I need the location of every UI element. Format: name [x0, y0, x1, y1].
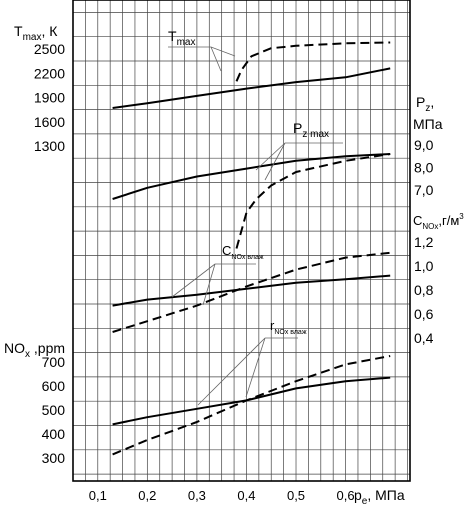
- pz-tick-label: 7,0: [414, 182, 434, 198]
- tmax-leader-line: [168, 46, 236, 57]
- labels: 0,10,20,30,40,50,6pe​, МПа13001600190022…: [4, 23, 464, 507]
- tmax-axis-label: Tmax​, К: [14, 23, 58, 43]
- x-tick-label: 0,4: [237, 488, 255, 503]
- cnox-dashed-line: [112, 251, 391, 333]
- pz-tick-label: 9,0: [414, 137, 434, 153]
- nox-tick-label: 700: [42, 354, 66, 370]
- tmax-solid-line: [112, 67, 391, 109]
- pz-leader-line: [264, 142, 286, 181]
- cnox-tick-label: 1,0: [414, 258, 434, 274]
- nox-dashed-line: [112, 355, 391, 456]
- x-tick-label: 0,5: [287, 488, 305, 503]
- pz-tick-label: 8,0: [414, 160, 434, 176]
- cnox-axis-label: CNOx​,г/м3​: [413, 212, 464, 231]
- cnox-solid-line: [112, 274, 391, 307]
- cnox-tick-label: 0,6: [414, 306, 434, 322]
- cnox-tick-label: 1,2: [414, 234, 434, 250]
- nox-leader-line: [197, 337, 266, 406]
- tmax-tick-label: 2200: [34, 65, 65, 81]
- pz-annotation: Pz max​: [293, 120, 329, 140]
- pz-solid-line: [112, 153, 391, 200]
- tmax-dashed-line: [235, 41, 391, 82]
- pz-axis-label: Pz​,: [416, 94, 434, 114]
- pz-leader-line: [255, 142, 286, 171]
- tmax-annotation: Tmax​: [168, 28, 195, 48]
- nox-leader-line: [245, 337, 266, 398]
- tmax-tick-label: 2500: [34, 41, 65, 57]
- x-tick-label: 0,6: [337, 488, 355, 503]
- cnox-tick-label: 0,8: [414, 282, 434, 298]
- cnox-leader-line: [202, 263, 216, 306]
- grid: [72, 0, 411, 482]
- nox-axis-label: NOx​ ,ppm: [4, 340, 65, 360]
- cnox-annotation: CNOx влаж​: [222, 243, 264, 261]
- tmax-tick-label: 1300: [34, 138, 65, 154]
- x-tick-label: 0,3: [188, 488, 206, 503]
- plot-frame: [72, 0, 411, 482]
- series-lines: [112, 41, 391, 456]
- pz-axis-unit: МПа: [413, 116, 443, 132]
- x-tick-label: 0,2: [138, 488, 156, 503]
- nox-tick-label: 600: [42, 378, 66, 394]
- annotation-leaders: [168, 46, 343, 406]
- nox-tick-label: 300: [42, 450, 66, 466]
- tmax-tick-label: 1900: [34, 90, 65, 106]
- tmax-leader-line: [210, 46, 222, 72]
- pz-dashed-line: [235, 153, 391, 249]
- nox-annotation: rNOx влаж​: [270, 318, 307, 336]
- nox-tick-label: 400: [42, 426, 66, 442]
- tmax-tick-label: 1600: [34, 114, 65, 130]
- cnox-tick-label: 0,4: [414, 330, 434, 346]
- x-axis-label: pe​, МПа: [354, 487, 405, 507]
- x-tick-label: 0,1: [89, 488, 107, 503]
- cnox-leader-line: [171, 263, 216, 298]
- nox-tick-label: 500: [42, 402, 66, 418]
